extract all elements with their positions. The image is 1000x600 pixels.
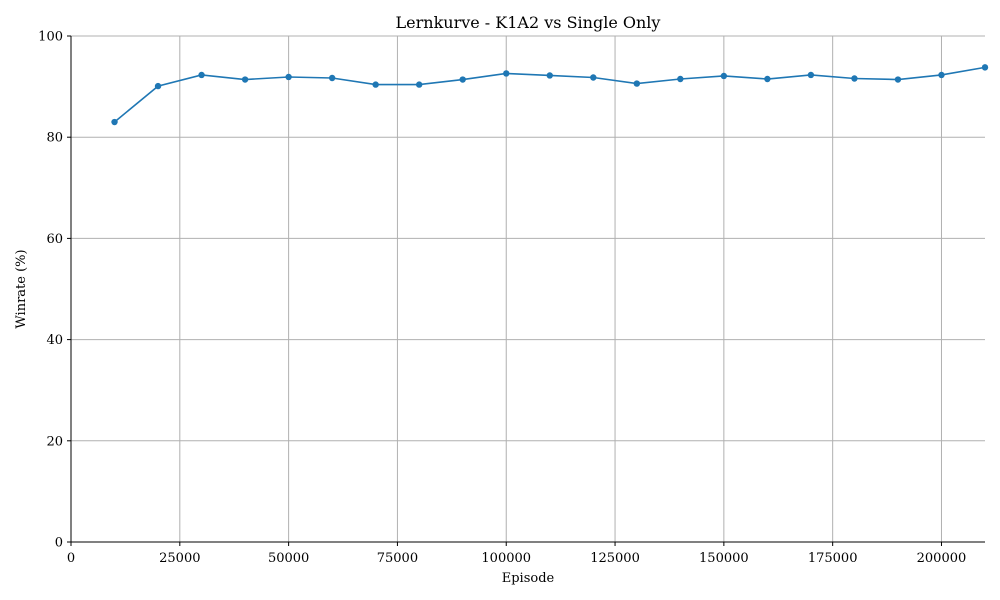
data-point (633, 80, 641, 87)
data-point (285, 73, 292, 81)
x-tick-label: 50000 (268, 551, 309, 566)
y-tick-label: 0 (55, 536, 63, 551)
data-point (241, 76, 249, 83)
data-point (677, 75, 684, 83)
chart-title: Lernkurve - K1A2 vs Single Only (396, 13, 661, 32)
x-tick-label: 25000 (159, 551, 200, 566)
x-tick-label: 100000 (481, 551, 531, 566)
x-tick-label: 125000 (590, 551, 640, 566)
data-point (503, 70, 510, 77)
data-point (851, 75, 858, 82)
data-point (198, 71, 205, 79)
data-point (894, 76, 902, 83)
data-point (415, 81, 423, 88)
data-point (720, 72, 728, 80)
y-tick-label: 80 (46, 131, 63, 146)
y-tick-label: 40 (46, 333, 63, 348)
data-point (938, 71, 945, 79)
data-point (154, 82, 162, 90)
x-axis-label: Episode (502, 571, 555, 586)
data-series (111, 64, 989, 126)
data-point (459, 76, 466, 83)
data-point (807, 71, 815, 79)
y-axis-label: Winrate (%) (14, 249, 29, 328)
grid-lines (70, 35, 985, 543)
data-point (372, 81, 379, 88)
data-point (111, 118, 118, 126)
data-point (981, 64, 989, 71)
y-tick-label: 60 (46, 232, 63, 247)
tick-labels: 0 25000 50000 75000 100000 125000 150000 175000… (38, 30, 966, 567)
y-tick-label: 100 (38, 30, 63, 45)
data-point (546, 72, 553, 79)
data-point (328, 74, 336, 82)
x-tick-label: 200000 (917, 551, 967, 566)
x-tick-label: 75000 (377, 551, 418, 566)
x-tick-label: 150000 (699, 551, 749, 566)
data-point (764, 75, 771, 83)
x-tick-label: 0 (67, 551, 75, 566)
axes (70, 36, 985, 543)
y-tick-label: 20 (46, 434, 63, 449)
x-tick-label: 175000 (808, 551, 858, 566)
data-point (590, 74, 597, 81)
